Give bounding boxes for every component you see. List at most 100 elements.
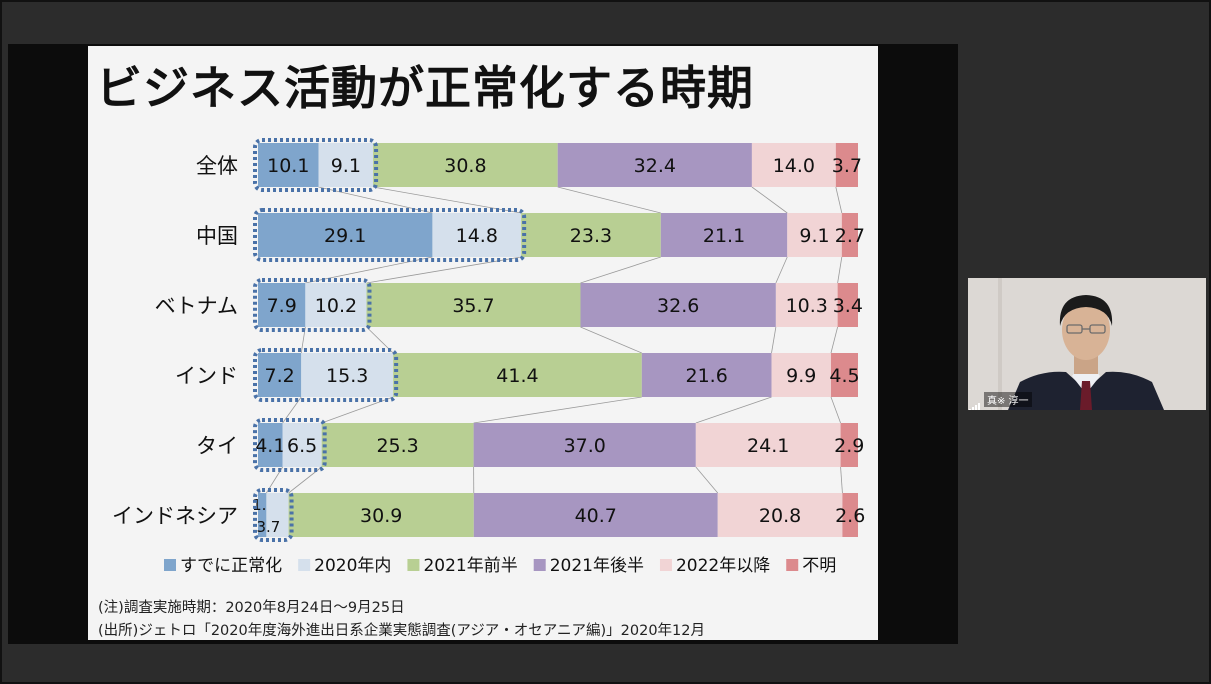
data-label: 15.3 xyxy=(326,365,368,387)
data-label: 6.5 xyxy=(287,435,317,457)
bar-segment xyxy=(258,493,267,537)
bar-segment xyxy=(266,493,289,537)
connector-line xyxy=(830,396,841,424)
bar-segment xyxy=(660,213,788,257)
legend-swatch xyxy=(298,559,311,571)
legend-swatch xyxy=(659,559,672,571)
bar-segment xyxy=(840,423,858,467)
data-label: 21.6 xyxy=(685,365,727,387)
bar-segment xyxy=(373,143,558,187)
bar-segment xyxy=(305,283,367,327)
bar-segment xyxy=(258,423,283,467)
data-label: 40.7 xyxy=(575,505,617,527)
connector-line xyxy=(695,396,772,424)
survey-period-note: (注)調査実施時期：2020年8月24日～9月25日 xyxy=(98,600,405,616)
data-label: 9.9 xyxy=(786,365,816,387)
connector-line xyxy=(366,256,522,284)
category-label: インドネシア xyxy=(112,504,238,528)
speaker-avatar xyxy=(968,278,1206,410)
bar-segment xyxy=(717,493,843,537)
connector-line xyxy=(830,326,839,354)
legend-swatch xyxy=(533,559,546,571)
data-label: 14.8 xyxy=(456,225,498,247)
category-label: 中国 xyxy=(196,224,238,248)
legend-label: 2020年内 xyxy=(314,556,391,576)
highlight-outline xyxy=(253,488,294,542)
data-label: 10.3 xyxy=(786,295,828,317)
bar-segment xyxy=(521,213,661,257)
stacked-bar-chart: 全体 10.1 9.1 30.8 32.4 14.0 3.7 中国 29.1 14.8 23.3 21… xyxy=(112,138,865,576)
bar-segment xyxy=(393,353,642,397)
data-label: 24.1 xyxy=(747,435,789,457)
data-label: 7.9 xyxy=(267,295,297,317)
bar-segment xyxy=(751,143,836,187)
bar-segment xyxy=(301,353,394,397)
highlight-outline xyxy=(253,418,327,472)
participant-video-tile[interactable]: 真※ 淳一 xyxy=(968,278,1206,410)
bar-segment xyxy=(473,493,718,537)
legend-label: 2021年後半 xyxy=(550,556,644,576)
bar-segment xyxy=(695,423,841,467)
data-label: 7.2 xyxy=(265,365,295,387)
category-label: ベトナム xyxy=(155,294,238,318)
data-label: 23.3 xyxy=(570,225,612,247)
connector-line xyxy=(751,186,788,214)
connector-line xyxy=(473,396,642,424)
data-label: 41.4 xyxy=(496,365,538,387)
connector-line xyxy=(557,186,661,214)
highlight-outline xyxy=(253,208,527,262)
bar-segment xyxy=(321,423,474,467)
data-label: 14.0 xyxy=(773,155,815,177)
legend-label: 2022年以降 xyxy=(676,556,770,576)
bar-segment xyxy=(830,353,858,397)
signal-icon xyxy=(968,397,982,410)
connector-line xyxy=(771,326,777,354)
data-label: 32.4 xyxy=(634,155,676,177)
data-label: 9.1 xyxy=(331,155,361,177)
data-label: 3.7 xyxy=(832,155,862,177)
bar-segment xyxy=(432,213,522,257)
bar-segment xyxy=(771,353,831,397)
connector-line xyxy=(580,326,642,354)
connector-line xyxy=(695,466,719,494)
data-label: 30.9 xyxy=(360,505,402,527)
bar-segment xyxy=(258,353,302,397)
highlight-outline xyxy=(253,138,379,192)
legend-swatch xyxy=(164,559,176,571)
data-label: 25.3 xyxy=(376,435,418,457)
bar-segment xyxy=(258,143,319,187)
data-label: 37.0 xyxy=(564,435,606,457)
data-label: 10.2 xyxy=(315,295,357,317)
legend-label: 2021年前半 xyxy=(423,556,517,576)
highlight-outline xyxy=(253,278,372,332)
connector-line xyxy=(305,256,433,284)
source-note: (出所)ジェトロ「2020年度海外進出日系企業実態調査(アジア・オセアニア編)」… xyxy=(98,623,706,639)
bar-segment xyxy=(775,283,838,327)
data-label: 30.8 xyxy=(444,155,486,177)
connector-line xyxy=(837,256,843,284)
data-label: 4.5 xyxy=(829,365,859,387)
category-label: タイ xyxy=(196,434,238,458)
bar-segment xyxy=(835,143,858,187)
bar-segment xyxy=(473,423,696,467)
data-label: 32.6 xyxy=(657,295,699,317)
data-label: 3.4 xyxy=(833,295,863,317)
legend-label: 不明 xyxy=(802,556,836,576)
slide-title: ビジネス活動が正常化する時期 xyxy=(96,61,754,115)
legend-swatch xyxy=(407,559,420,571)
data-label: 9.1 xyxy=(799,225,829,247)
connector-line xyxy=(840,466,843,494)
data-label: 4.1 xyxy=(255,435,285,457)
bar-segment xyxy=(282,423,322,467)
category-label: インド xyxy=(175,364,238,388)
bar-segment xyxy=(580,283,776,327)
data-label: 10.1 xyxy=(267,155,309,177)
bar-segment xyxy=(366,283,581,327)
connector-line xyxy=(580,256,661,284)
bar-segment xyxy=(258,213,433,257)
connector-line xyxy=(282,396,302,424)
data-label: 2.9 xyxy=(834,435,864,457)
data-label: 20.8 xyxy=(759,505,801,527)
data-label: 3.7 xyxy=(256,518,280,536)
